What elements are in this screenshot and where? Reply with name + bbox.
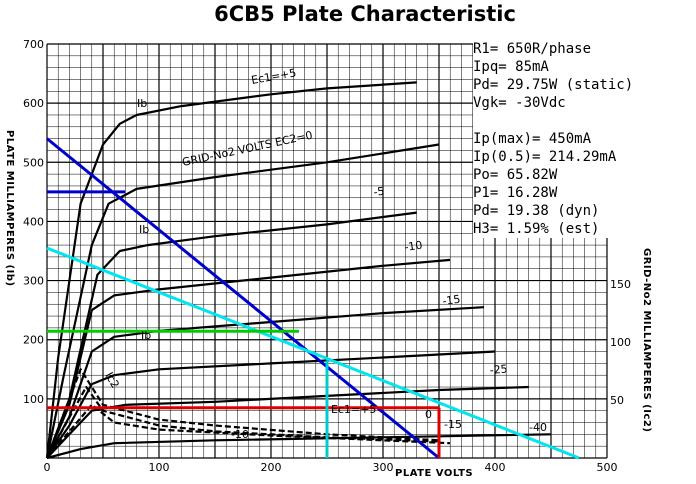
curve-label: Ib (139, 223, 149, 236)
x-tick-label: 100 (149, 461, 170, 474)
x-tick-label: 200 (261, 461, 282, 474)
curve-label: Ic2 (102, 370, 121, 391)
y2-tick-label: 50 (610, 394, 624, 407)
curve--5 (45, 211, 417, 459)
annotation-line: Pd= 29.75W (static) (473, 77, 634, 93)
annotation-line: R1= 650R/phase (473, 41, 592, 57)
curve-label: -25 (489, 362, 508, 377)
curve-label: Ib (141, 329, 151, 342)
curve-label: -10 (231, 428, 249, 441)
annotation-line: Pd= 19.38 (dyn) (473, 203, 600, 219)
y-axis-label: PLATE MILLIAMPERES (Ib) (4, 130, 15, 287)
y2-axis-label: GRID-No2 MILLIAMPERES (Ic2) (641, 248, 652, 432)
y-tick-label: 600 (23, 97, 44, 110)
load-line-overlays (46, 137, 580, 460)
x-tick-label: 500 (597, 461, 618, 474)
curve-label: Ib (137, 97, 147, 110)
y-tick-label: 400 (23, 215, 44, 228)
curve-label: Ec1=+5 (331, 403, 376, 416)
annotation-line: P1= 16.28W (473, 185, 558, 201)
x-tick-label: 300 (373, 461, 394, 474)
page-title: 6CB5 Plate Characteristic (214, 2, 516, 26)
annotation-line: Po= 65.82W (473, 167, 558, 183)
curve--25 (46, 385, 529, 459)
operating-point-annotations: R1= 650R/phase Ipq= 85mA Pd= 29.75W (stati… (473, 40, 693, 238)
annotation-line: Ip(max)= 450mA (473, 131, 592, 147)
curve-label: -15 (442, 293, 462, 308)
curve-label: Ec1=+5 (250, 66, 297, 87)
annotation-line: Ipq= 85mA (473, 59, 549, 75)
x-axis-label: PLATE VOLTS (395, 468, 473, 479)
curve-label: -10 (404, 239, 424, 254)
curve-label: -15 (444, 418, 462, 431)
x-tick-label: 0 (44, 461, 51, 474)
annotation-line: Ip(0.5)= 214.29mA (473, 149, 617, 165)
curve-label: 0 (425, 408, 432, 421)
axis-ticks: 0 100 200 300 400 500 100 200 300 400 500 600 700 50 1… (23, 38, 631, 474)
y-tick-label: 100 (23, 393, 44, 406)
curve-ic2 (45, 368, 440, 459)
y-tick-label: 200 (23, 334, 44, 347)
annotation-line: H3= 1.59% (est) (473, 221, 600, 237)
y2-tick-label: 150 (610, 278, 631, 291)
y-tick-label: 300 (23, 275, 44, 288)
y-tick-label: 500 (23, 156, 44, 169)
y-tick-label: 700 (23, 38, 44, 51)
curve--20 (46, 350, 496, 459)
curve--15 (46, 306, 484, 459)
annotation-line (473, 112, 693, 130)
y2-tick-label: 100 (610, 336, 631, 349)
curve-ec1-0 (45, 143, 440, 459)
x-tick-label: 400 (485, 461, 506, 474)
curve-label: -5 (373, 185, 386, 199)
curve-ec1-5 (45, 81, 417, 459)
curve-label: -40 (529, 421, 547, 434)
grid-minor (47, 44, 607, 458)
annotation-line: Vgk= -30Vdc (473, 95, 566, 111)
load-line-cyan (46, 246, 580, 460)
